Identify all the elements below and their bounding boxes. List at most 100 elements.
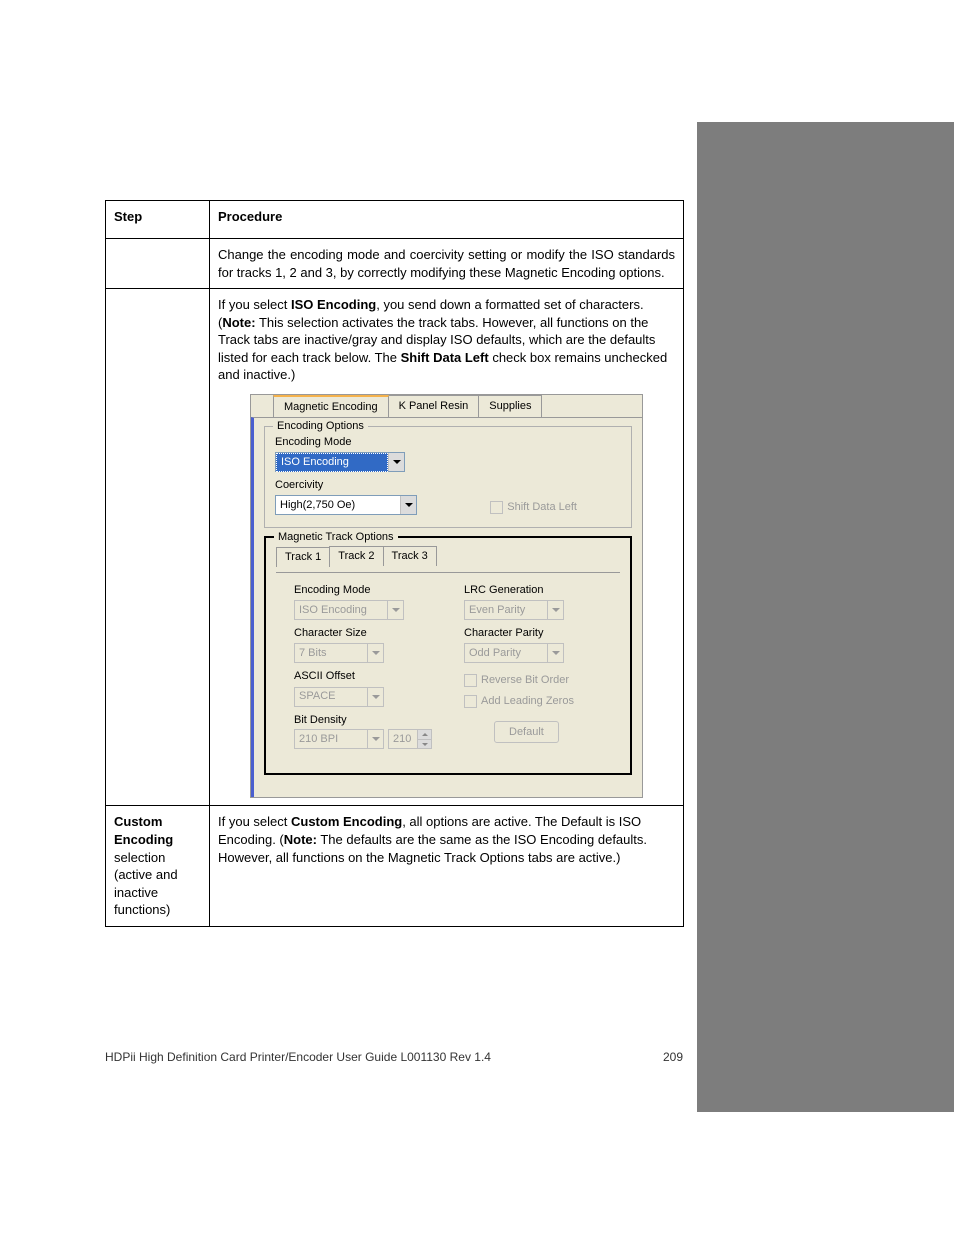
- dialog-tabstrip: Magnetic Encoding K Panel Resin Supplies: [251, 395, 642, 417]
- header-row: Step Procedure: [106, 201, 684, 239]
- tab-track-1[interactable]: Track 1: [276, 547, 330, 567]
- tab-track-3[interactable]: Track 3: [383, 546, 437, 566]
- t: Note:: [284, 832, 317, 847]
- hdr-proc-text: Procedure: [218, 209, 282, 224]
- hdr-step-text: Step: [114, 209, 142, 224]
- spinner-value: 210: [389, 730, 417, 748]
- bit-density-spinner: 210: [388, 729, 432, 749]
- checkbox-box: [464, 674, 477, 687]
- encoding-mode-combo[interactable]: ISO Encoding: [275, 452, 405, 472]
- bit-density-label: Bit Density: [294, 713, 432, 728]
- combo-value: 7 Bits: [295, 645, 367, 662]
- footer-left: HDPii High Definition Card Printer/Encod…: [105, 1050, 491, 1064]
- hdr-step: Step: [106, 201, 210, 239]
- tab-label: Track 1: [285, 551, 321, 563]
- t: If you select: [218, 814, 291, 829]
- custom-paragraph: If you select Custom Encoding, all optio…: [218, 813, 675, 866]
- chevron-down-icon: [547, 601, 563, 619]
- tab-k-panel-resin[interactable]: K Panel Resin: [388, 395, 480, 417]
- track-two-col: Encoding Mode ISO Encoding: [294, 583, 612, 756]
- combo-value: ISO Encoding: [295, 602, 387, 619]
- content-area: Step Procedure Change the encoding mode …: [105, 200, 683, 927]
- track-left-col: Encoding Mode ISO Encoding: [294, 583, 432, 756]
- magnetic-track-options-group: Magnetic Track Options Track 1 Track 2 T…: [264, 536, 632, 775]
- chevron-down-icon: [547, 644, 563, 662]
- shift-data-left-checkbox[interactable]: Shift Data Left: [490, 500, 577, 515]
- hdr-procedure: Procedure: [210, 201, 684, 239]
- chevron-down-icon: [367, 730, 383, 748]
- tab-label: Track 2: [338, 550, 374, 562]
- combo-value: Odd Parity: [465, 645, 547, 662]
- t: ISO Encoding: [291, 297, 376, 312]
- custom-cell: If you select Custom Encoding, all optio…: [210, 806, 684, 926]
- char-parity-combo: Odd Parity: [464, 643, 564, 663]
- intro-row: Change the encoding mode and coercivity …: [106, 239, 684, 289]
- left-custom-rest: selection (active and inactive functions…: [114, 850, 178, 918]
- t: If you select: [218, 297, 291, 312]
- t: Note:: [222, 315, 255, 330]
- char-parity-label: Character Parity: [464, 626, 574, 641]
- checkbox-box: [490, 501, 503, 514]
- spinner-down-icon: [417, 740, 431, 749]
- intro-text: Change the encoding mode and coercivity …: [210, 239, 684, 289]
- track-options-legend: Magnetic Track Options: [274, 530, 398, 545]
- tab-label: Track 3: [392, 550, 428, 562]
- ascii-offset-label: ASCII Offset: [294, 669, 432, 684]
- coercivity-label: Coercivity: [275, 478, 417, 493]
- spinner-up-icon: [417, 730, 431, 740]
- add-leading-zeros-checkbox: Add Leading Zeros: [464, 694, 574, 709]
- default-button: Default: [494, 721, 559, 743]
- tab-label: Magnetic Encoding: [284, 401, 378, 413]
- combo-value: 210 BPI: [295, 731, 367, 748]
- ascii-offset-combo: SPACE: [294, 687, 384, 707]
- checkbox-label: Shift Data Left: [507, 500, 577, 515]
- track-right-col: LRC Generation Even Parity: [464, 583, 574, 756]
- procedure-table: Step Procedure Change the encoding mode …: [105, 200, 684, 927]
- checkbox-label: Reverse Bit Order: [481, 673, 569, 688]
- tab-magnetic-encoding[interactable]: Magnetic Encoding: [273, 395, 389, 417]
- intro-step-cell: [106, 239, 210, 289]
- combo-value: ISO Encoding: [276, 453, 388, 472]
- page-footer: HDPii High Definition Card Printer/Encod…: [105, 1050, 683, 1064]
- right-gray-panel: [697, 122, 954, 1112]
- chevron-down-icon: [400, 496, 416, 514]
- document-page: Step Procedure Change the encoding mode …: [0, 0, 697, 1235]
- tab-supplies[interactable]: Supplies: [478, 395, 542, 417]
- combo-value: High(2,750 Oe): [276, 497, 400, 514]
- printer-dialog: Magnetic Encoding K Panel Resin Supplies…: [250, 394, 643, 799]
- encoding-mode-group: Encoding Mode ISO Encoding: [275, 435, 621, 472]
- chevron-down-icon: [388, 453, 404, 471]
- button-label: Default: [509, 725, 544, 740]
- t: Shift Data Left: [401, 350, 489, 365]
- tab-track-2[interactable]: Track 2: [329, 546, 383, 566]
- iso-cell: If you select ISO Encoding, you send dow…: [210, 289, 684, 806]
- dialog-body: Encoding Options Encoding Mode ISO Encod…: [251, 417, 642, 798]
- track-enc-mode-label: Encoding Mode: [294, 583, 432, 598]
- encoding-options-legend: Encoding Options: [273, 419, 368, 434]
- chevron-down-icon: [367, 688, 383, 706]
- chevron-down-icon: [387, 601, 403, 619]
- checkbox-box: [464, 695, 477, 708]
- custom-row: Custom Encoding selection (active and in…: [106, 806, 684, 926]
- char-size-combo: 7 Bits: [294, 643, 384, 663]
- custom-step-cell: Custom Encoding selection (active and in…: [106, 806, 210, 926]
- left-custom-bold: Custom Encoding: [114, 814, 173, 847]
- page-number: 209: [663, 1050, 683, 1064]
- checkbox-label: Add Leading Zeros: [481, 694, 574, 709]
- coercivity-group: Coercivity High(2,750 Oe): [275, 478, 417, 515]
- track-tabs: Track 1 Track 2 Track 3: [276, 546, 620, 566]
- t: Custom Encoding: [291, 814, 402, 829]
- iso-paragraph: If you select ISO Encoding, you send dow…: [218, 296, 675, 384]
- encoding-options-group: Encoding Options Encoding Mode ISO Encod…: [264, 426, 632, 528]
- coercivity-row: Coercivity High(2,750 Oe): [275, 478, 621, 515]
- iso-step-cell: [106, 289, 210, 806]
- coercivity-combo[interactable]: High(2,750 Oe): [275, 495, 417, 515]
- tab-label: K Panel Resin: [399, 400, 469, 412]
- bit-density-combo: 210 BPI: [294, 729, 384, 749]
- track-panel: Encoding Mode ISO Encoding: [276, 572, 620, 762]
- chevron-down-icon: [367, 644, 383, 662]
- combo-value: Even Parity: [465, 602, 547, 619]
- reverse-bit-order-checkbox: Reverse Bit Order: [464, 673, 574, 688]
- iso-row: If you select ISO Encoding, you send dow…: [106, 289, 684, 806]
- lrc-label: LRC Generation: [464, 583, 574, 598]
